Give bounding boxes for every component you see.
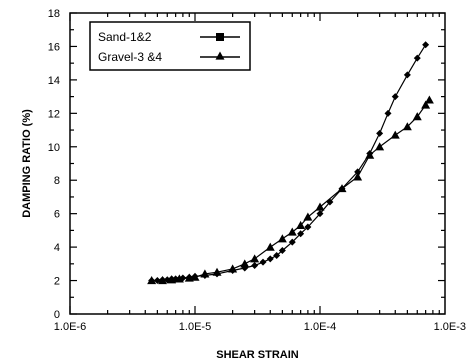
y-tick-label: 14 [48, 75, 60, 87]
data-point [412, 112, 422, 121]
data-point [250, 254, 260, 263]
y-tick-label: 2 [54, 276, 60, 288]
data-point [277, 234, 287, 243]
series-line [151, 99, 430, 282]
data-point [212, 267, 222, 276]
data-point [288, 238, 296, 246]
data-point [251, 262, 259, 270]
y-tick-label: 4 [54, 242, 60, 254]
legend-marker [215, 51, 225, 60]
data-point [228, 264, 238, 273]
data-point [297, 230, 305, 238]
data-point [265, 242, 275, 251]
data-point [200, 269, 210, 278]
y-tick-label: 12 [48, 108, 60, 120]
x-tick-label: 1.0E-6 [54, 321, 86, 333]
x-axis-ticks: 1.0E-6 1.0E-5 1.0E-4 1.0E-3 [54, 13, 466, 333]
data-point [390, 130, 400, 139]
data-point [421, 100, 431, 109]
data-point [259, 258, 267, 266]
legend-label-sand: Sand-1&2 [98, 30, 152, 44]
y-tick-label: 10 [48, 142, 60, 154]
data-point [167, 275, 177, 284]
data-point [337, 184, 347, 193]
y-tick-label: 6 [54, 209, 60, 221]
series-gravel [147, 95, 434, 285]
legend-label-gravel: Gravel-3 &4 [98, 50, 162, 64]
data-point [303, 212, 313, 221]
data-point [287, 227, 297, 236]
data-point [375, 142, 385, 151]
data-point [413, 54, 421, 62]
legend-marker [216, 33, 224, 41]
y-tick-label: 8 [54, 175, 60, 187]
legend-box [89, 21, 251, 71]
data-point [422, 41, 430, 49]
series-line [151, 44, 427, 282]
legend-symbol-sand [200, 33, 240, 41]
data-point [384, 109, 392, 117]
data-point [147, 276, 157, 285]
data-point [353, 172, 363, 181]
data-point [304, 223, 312, 231]
series-sand [148, 41, 430, 285]
data-point [402, 122, 412, 131]
y-tick-label: 16 [48, 41, 60, 53]
data-point [391, 93, 399, 101]
y-tick-label: 18 [48, 8, 60, 20]
x-tick-label: 1.0E-5 [179, 321, 211, 333]
data-point [240, 259, 250, 268]
data-point [266, 255, 274, 263]
data-point [376, 129, 384, 137]
x-axis-label: SHEAR STRAIN [216, 349, 299, 361]
data-point [315, 202, 325, 211]
legend: Sand-1&2 Gravel-3 &4 [89, 21, 251, 71]
data-point [174, 274, 184, 283]
data-point [158, 276, 168, 285]
data-point [316, 210, 324, 218]
data-point [273, 251, 281, 259]
y-axis-ticks: 0 2 4 6 8 10 12 14 16 18 [48, 8, 445, 321]
data-point [365, 150, 375, 159]
x-tick-label: 1.0E-4 [304, 321, 336, 333]
data-point [296, 220, 306, 229]
data-point [424, 95, 434, 104]
x-tick-label: 1.0E-3 [434, 321, 466, 333]
y-tick-label: 0 [54, 309, 60, 321]
y-axis-label: DAMPING RATIO (%) [21, 109, 33, 218]
data-point [403, 71, 411, 79]
data-point [278, 246, 286, 254]
data-point [190, 272, 200, 281]
plot-series [147, 41, 434, 285]
legend-symbol-gravel [200, 51, 240, 60]
